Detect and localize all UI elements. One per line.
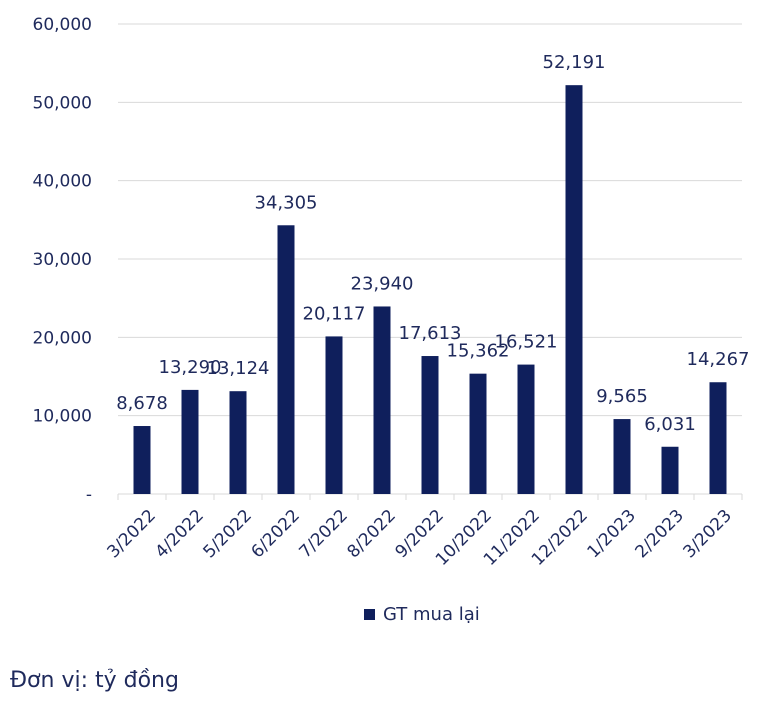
- bar: [325, 336, 343, 494]
- legend: GT mua lại: [364, 604, 480, 625]
- x-tick-label: 6/2022: [248, 506, 304, 562]
- data-label: 8,678: [116, 393, 168, 414]
- bar: [373, 306, 391, 494]
- bar: [661, 446, 679, 494]
- data-label: 34,305: [255, 192, 318, 213]
- y-tick-label: 50,000: [33, 93, 92, 113]
- data-label: 23,940: [351, 273, 414, 294]
- y-tick-label: 40,000: [33, 172, 92, 192]
- x-tick-label: 3/2022: [104, 506, 160, 562]
- bar: [421, 356, 439, 494]
- y-tick-label: 30,000: [33, 250, 92, 270]
- x-tick-label: 5/2022: [200, 506, 256, 562]
- y-tick-label: 20,000: [33, 328, 92, 348]
- legend-swatch: [364, 609, 375, 620]
- bar: [181, 389, 199, 494]
- data-label: 6,031: [644, 414, 696, 435]
- bar: [229, 391, 247, 494]
- y-axis-ticks: - 10,000 20,000 30,000 40,000 50,000 60,000: [33, 15, 92, 505]
- x-tick-label: 1/2023: [584, 506, 640, 562]
- data-label: 52,191: [543, 52, 606, 73]
- data-label: 17,613: [399, 323, 462, 344]
- data-label: 14,267: [687, 349, 750, 370]
- bar: [517, 364, 535, 494]
- bar: [613, 419, 631, 494]
- gridlines: [118, 23, 742, 417]
- x-axis-ticks: 3/20224/20225/20226/20227/20228/20229/20…: [104, 494, 743, 570]
- bar: [469, 373, 487, 494]
- x-tick-label: 8/2022: [344, 506, 400, 562]
- legend-label: GT mua lại: [383, 604, 480, 625]
- bar: [709, 382, 727, 494]
- data-label: 16,521: [495, 332, 558, 353]
- bars: [133, 85, 727, 494]
- bar-chart: - 10,000 20,000 30,000 40,000 50,000 60,000 8,…: [33, 15, 750, 570]
- bar: [565, 85, 583, 494]
- data-label: 9,565: [596, 386, 648, 407]
- x-tick-label: 7/2022: [296, 506, 352, 562]
- data-label: 20,117: [303, 303, 366, 324]
- y-tick-label: 60,000: [33, 15, 92, 35]
- unit-note: Đơn vị: tỷ đồng: [10, 668, 179, 693]
- data-label: 15,362: [447, 341, 510, 362]
- bar: [133, 426, 151, 494]
- x-tick-label: 3/2023: [680, 506, 736, 562]
- bar: [277, 225, 295, 494]
- x-tick-label: 2/2023: [632, 506, 688, 562]
- y-tick-label: -: [86, 485, 92, 505]
- x-tick-label: 4/2022: [152, 506, 208, 562]
- data-label: 13,290: [159, 357, 222, 378]
- data-label: 13,124: [207, 358, 270, 379]
- y-tick-label: 10,000: [33, 407, 92, 427]
